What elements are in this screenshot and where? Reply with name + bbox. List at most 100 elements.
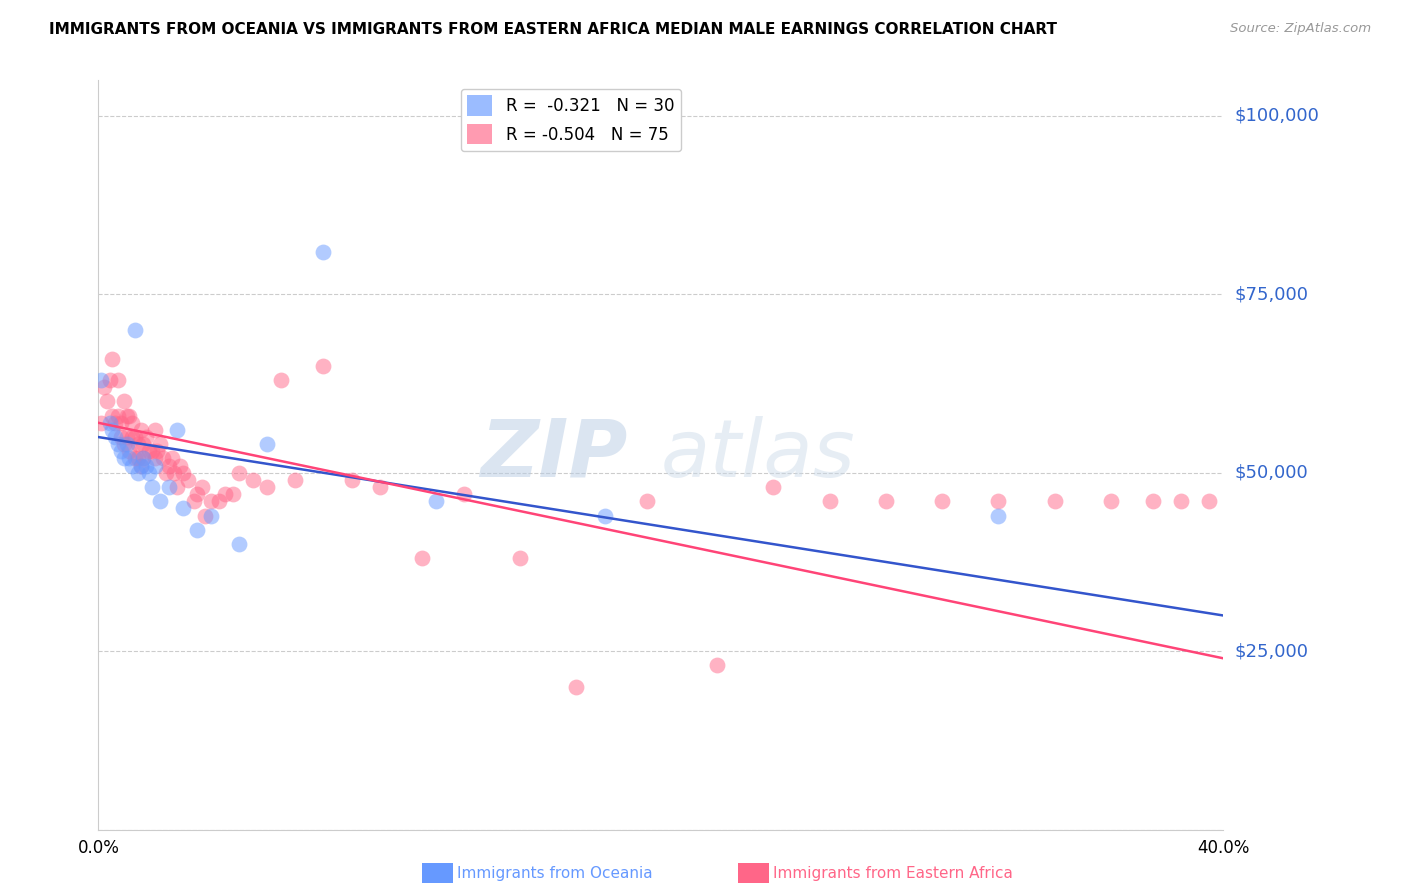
Point [284, 473, 307, 487]
Point [110, 430, 132, 444]
Point [121, 458, 143, 473]
Point [98, 373, 121, 387]
Point [987, 494, 1010, 508]
Point [124, 323, 146, 337]
Point [115, 430, 138, 444]
Point [107, 409, 129, 423]
Point [146, 444, 169, 458]
Point [104, 430, 127, 444]
Point [143, 451, 166, 466]
Point [132, 451, 155, 466]
Text: atlas: atlas [661, 416, 856, 494]
Point [141, 480, 163, 494]
Point [191, 480, 214, 494]
Point [107, 437, 129, 451]
Point [118, 409, 141, 423]
Point [107, 373, 129, 387]
Point [256, 437, 278, 451]
Point [127, 451, 149, 466]
Point [112, 451, 135, 466]
Text: Source: ZipAtlas.com: Source: ZipAtlas.com [1230, 22, 1371, 36]
Point [129, 423, 152, 437]
Point [987, 508, 1010, 523]
Point [200, 508, 222, 523]
Point [160, 451, 183, 466]
Point [129, 458, 152, 473]
Point [152, 451, 174, 466]
Point [200, 494, 222, 508]
Point [762, 480, 785, 494]
Point [110, 416, 132, 430]
Point [110, 444, 132, 458]
Point [115, 409, 138, 423]
Point [186, 487, 208, 501]
Point [1142, 494, 1164, 508]
Point [256, 480, 278, 494]
Point [124, 451, 146, 466]
Text: IMMIGRANTS FROM OCEANIA VS IMMIGRANTS FROM EASTERN AFRICA MEDIAN MALE EARNINGS C: IMMIGRANTS FROM OCEANIA VS IMMIGRANTS FR… [49, 22, 1057, 37]
Point [155, 466, 177, 480]
Point [172, 466, 194, 480]
Point [509, 551, 531, 566]
Point [143, 458, 166, 473]
Point [149, 437, 172, 451]
Point [149, 494, 172, 508]
Point [1198, 494, 1220, 508]
Point [104, 416, 127, 430]
Point [135, 430, 157, 444]
Point [706, 658, 728, 673]
Point [132, 451, 155, 466]
Point [208, 494, 231, 508]
Point [121, 430, 143, 444]
Point [143, 423, 166, 437]
Point [931, 494, 953, 508]
Point [270, 373, 292, 387]
Point [411, 551, 433, 566]
Point [138, 466, 160, 480]
Point [166, 480, 188, 494]
Text: $100,000: $100,000 [1234, 107, 1319, 125]
Point [118, 444, 141, 458]
Point [312, 244, 335, 259]
Point [636, 494, 658, 508]
Point [101, 423, 124, 437]
Point [118, 451, 141, 466]
Point [115, 437, 138, 451]
Point [593, 508, 616, 523]
Text: Immigrants from Eastern Africa: Immigrants from Eastern Africa [773, 866, 1014, 880]
Point [818, 494, 841, 508]
Point [127, 466, 149, 480]
Point [96, 394, 118, 409]
Point [172, 501, 194, 516]
Point [340, 473, 363, 487]
Point [228, 466, 250, 480]
Point [166, 423, 188, 437]
Point [135, 458, 157, 473]
Point [129, 458, 152, 473]
Point [312, 359, 335, 373]
Point [124, 430, 146, 444]
Point [214, 487, 236, 501]
Point [565, 680, 588, 694]
Point [1170, 494, 1192, 508]
Point [368, 480, 391, 494]
Point [138, 444, 160, 458]
Point [112, 437, 135, 451]
Text: ZIP: ZIP [479, 416, 627, 494]
Legend: R =  -0.321   N = 30, R = -0.504   N = 75: R = -0.321 N = 30, R = -0.504 N = 75 [461, 88, 681, 151]
Point [177, 473, 200, 487]
Point [132, 437, 155, 451]
Point [112, 394, 135, 409]
Point [194, 508, 217, 523]
Point [1099, 494, 1122, 508]
Point [90, 373, 112, 387]
Point [1043, 494, 1066, 508]
Point [453, 487, 475, 501]
Point [101, 409, 124, 423]
Point [163, 466, 186, 480]
Point [127, 437, 149, 451]
Point [183, 494, 205, 508]
Point [121, 416, 143, 430]
Text: $50,000: $50,000 [1234, 464, 1308, 482]
Point [425, 494, 447, 508]
